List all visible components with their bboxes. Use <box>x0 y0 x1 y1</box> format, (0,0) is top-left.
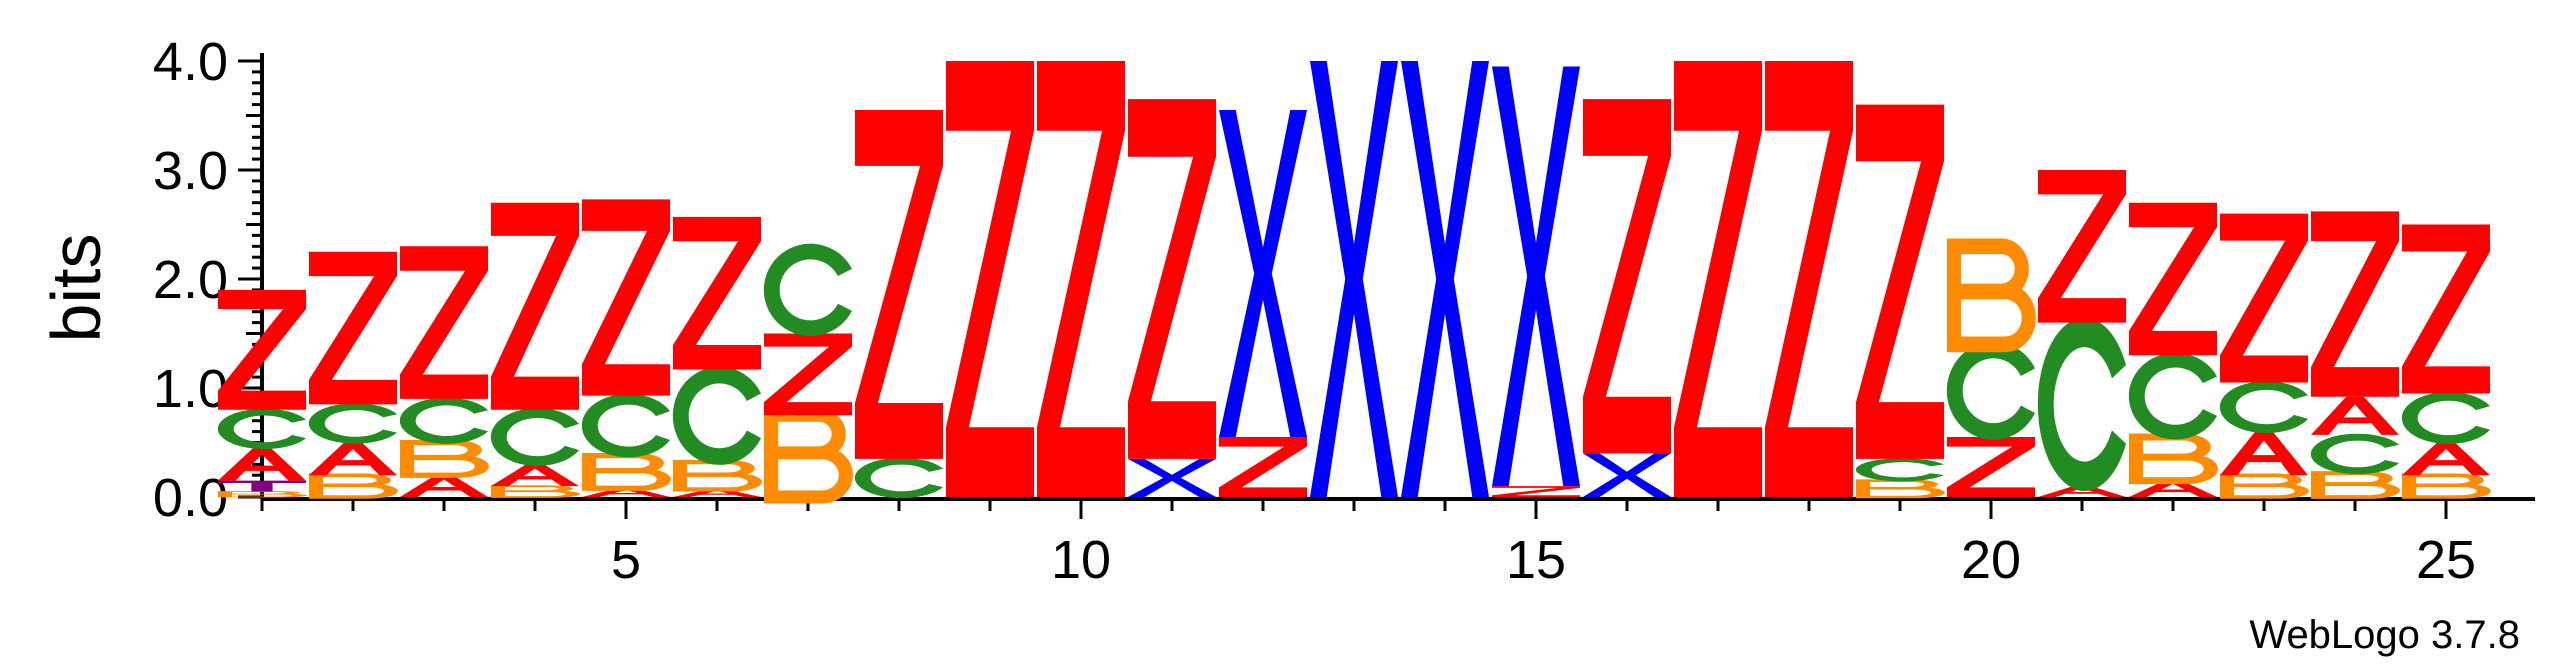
letter-X-pos-11 <box>1128 458 1216 497</box>
letter-Z-pos-3 <box>400 246 488 399</box>
letter-A-pos-3 <box>400 475 488 497</box>
letter-Z-pos-17 <box>1674 61 1762 497</box>
y-axis: 0.0 1.0 2.0 3.0 4.0 <box>153 32 264 528</box>
y-axis-label: bits <box>37 234 115 343</box>
letter-X-pos-12 <box>1219 110 1307 438</box>
letter-A-pos-6 <box>673 489 761 497</box>
letter-B-pos-5 <box>582 452 671 491</box>
x-tick-label: 15 <box>1506 530 1566 590</box>
letter-C-pos-25 <box>2401 391 2491 444</box>
letter-B-pos-25 <box>2402 473 2491 499</box>
letter-X-pos-13 <box>1310 61 1398 497</box>
letter-C-pos-19 <box>1855 458 1945 482</box>
letter-stacks <box>217 61 2491 504</box>
x-tick-label: 20 <box>1961 530 2021 590</box>
letter-C-pos-23 <box>2219 381 2309 434</box>
letter-C-pos-4 <box>490 408 580 466</box>
letter-Z-pos-12 <box>1219 437 1307 497</box>
letter-Z-pos-18 <box>1765 61 1853 497</box>
letter-C-pos-3 <box>399 397 489 444</box>
letter-Z-pos-24 <box>2311 211 2399 397</box>
letter-T-pos-1 <box>218 480 306 492</box>
letter-Z-pos-4 <box>491 202 579 410</box>
letter-B-pos-2 <box>309 473 398 499</box>
y-tick-label: 3.0 <box>153 141 228 201</box>
y-tick-label: 2.0 <box>153 250 228 310</box>
letter-C-pos-24 <box>2310 433 2400 475</box>
letter-A-pos-22 <box>2129 480 2217 497</box>
letter-C-pos-7 <box>763 243 853 337</box>
letter-A-pos-23 <box>2220 431 2308 476</box>
letter-Z-pos-1 <box>218 289 306 410</box>
letter-Z-pos-10 <box>1037 61 1125 497</box>
letter-B-pos-19 <box>1856 479 1945 499</box>
letter-Z-pos-23 <box>2220 213 2308 383</box>
letter-C-pos-20 <box>1946 341 2036 440</box>
x-axis: 5 10 15 20 25 <box>260 497 2535 590</box>
letter-A-pos-4 <box>491 464 579 487</box>
software-credit: WebLogo 3.7.8 <box>2249 613 2520 657</box>
letter-Z-pos-11 <box>1128 99 1216 459</box>
letter-B-pos-24 <box>2311 471 2400 499</box>
letter-Z-pos-25 <box>2402 224 2490 394</box>
letter-B-pos-3 <box>400 439 489 478</box>
letter-C-pos-2 <box>308 403 398 444</box>
letter-C-pos-1 <box>217 408 307 450</box>
letter-Z-pos-8 <box>855 110 943 459</box>
y-tick-label: 4.0 <box>153 32 228 92</box>
letter-X-pos-14 <box>1401 61 1489 497</box>
letter-X-pos-15 <box>1492 66 1580 487</box>
letter-Z-pos-6 <box>673 216 761 370</box>
letter-B-pos-22 <box>2129 433 2218 485</box>
x-tick-label: 25 <box>2416 530 2476 590</box>
letter-C-pos-8 <box>854 457 944 499</box>
letter-B-pos-23 <box>2220 473 2309 499</box>
letter-C-pos-6 <box>672 366 762 465</box>
letter-B-pos-7 <box>764 408 853 504</box>
y-tick-label: 1.0 <box>153 359 228 419</box>
letter-C-pos-5 <box>581 393 671 458</box>
letter-A-pos-1 <box>218 447 306 481</box>
letter-Z-pos-20 <box>1947 437 2035 497</box>
letter-Z-pos-22 <box>2129 202 2217 356</box>
letter-A-pos-5 <box>582 488 670 497</box>
letter-B-pos-1 <box>218 491 307 498</box>
letter-B-pos-6 <box>673 459 762 492</box>
x-tick-label: 10 <box>1051 530 1111 590</box>
letter-Z-pos-9 <box>946 61 1034 497</box>
x-tick-label: 5 <box>611 530 641 590</box>
letter-B-pos-20 <box>1947 238 2036 353</box>
letter-A-pos-21 <box>2038 486 2126 497</box>
letter-Z-pos-5 <box>582 199 670 396</box>
letter-Z-pos-7 <box>764 333 852 416</box>
letter-Z-pos-21 <box>2038 170 2126 323</box>
letter-X-pos-16 <box>1583 453 1671 497</box>
letter-A-pos-24 <box>2311 396 2399 435</box>
letter-Z-pos-15 <box>1492 486 1580 497</box>
letter-B-pos-4 <box>491 485 580 498</box>
y-tick-label: 0.0 <box>153 468 228 528</box>
letter-A-pos-2 <box>309 442 397 476</box>
letter-C-pos-21 <box>2037 317 2127 491</box>
letter-Z-pos-19 <box>1856 104 1944 459</box>
letter-A-pos-25 <box>2402 442 2490 476</box>
letter-C-pos-22 <box>2128 352 2218 440</box>
letter-Z-pos-2 <box>309 251 397 405</box>
letter-Z-pos-16 <box>1583 99 1671 454</box>
